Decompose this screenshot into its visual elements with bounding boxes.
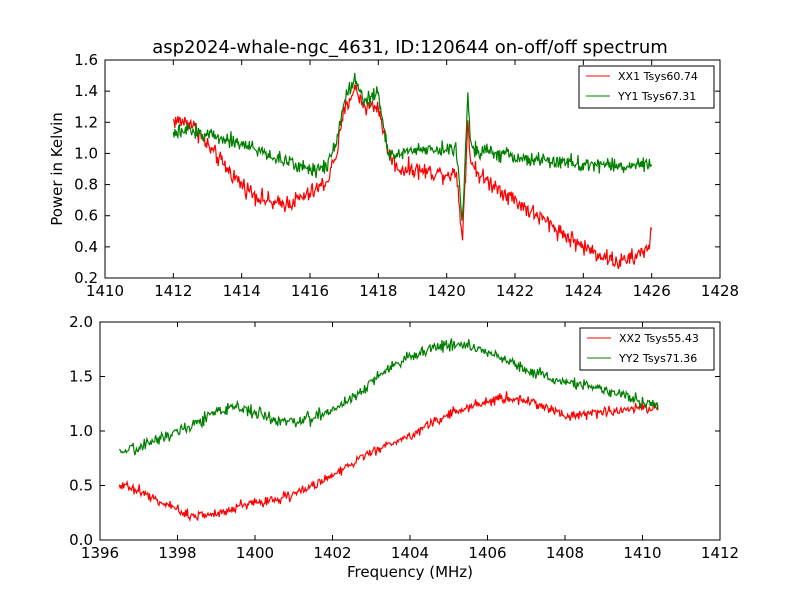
x-tick-label: 1426 [633,282,671,300]
x-tick-label: 1420 [428,282,466,300]
top-plot-data [172,72,653,270]
x-axis-label: Frequency (MHz) [347,563,473,581]
top-y-axis-label: Power in Kelvin [48,112,66,226]
y-tick-label: 0.6 [74,207,98,225]
x-tick-label: 1400 [236,544,274,562]
x-tick-label: 1410 [86,282,124,300]
x-tick-label: 1398 [158,544,196,562]
x-tick-label: 1416 [291,282,329,300]
y-tick-label: 0.0 [69,531,93,549]
x-tick-label: 1406 [468,544,506,562]
y-tick-label: 1.6 [74,51,98,69]
x-tick-label: 1418 [359,282,397,300]
top-subplot: 1410 1412 1414 1416 1418 1420 1422 1424 1426 1428… [48,51,739,300]
y-tick-label: 1.0 [74,144,98,162]
top-legend: XX1 Tsys60.74 YY1 Tsys67.31 [578,65,715,109]
x-tick-label: 1408 [546,544,584,562]
y-tick-label: 0.4 [74,238,98,256]
bottom-legend-box [579,327,715,371]
chart-title: asp2024-whale-ngc_4631, ID:120644 on-off… [152,37,668,58]
top-legend-box [578,65,715,109]
x-tick-label: 1410 [623,544,661,562]
x-tick-label: 1404 [391,544,429,562]
legend-label-yy1: YY1 Tsys67.31 [617,90,696,103]
y-tick-label: 1.2 [74,113,98,131]
x-tick-label: 1412 [701,544,739,562]
x-tick-label: 1414 [223,282,261,300]
x-tick-label: 1428 [701,282,739,300]
legend-label-xx1: XX1 Tsys60.74 [618,70,698,83]
legend-label-xx2: XX2 Tsys55.43 [619,332,699,345]
bottom-legend: XX2 Tsys55.43 YY2 Tsys71.36 [579,327,715,371]
bottom-plot-data [118,338,659,523]
y-tick-label: 0.8 [74,176,98,194]
y-tick-label: 1.4 [74,82,98,100]
x-tick-label: 1402 [313,544,351,562]
top-axis-ticks: 1410 1412 1414 1416 1418 1420 1422 1424 1426 1428… [74,51,739,300]
y-tick-label: 1.0 [69,422,93,440]
y-tick-label: 2.0 [69,313,93,331]
x-tick-label: 1424 [564,282,602,300]
bottom-subplot: 1396 1398 1400 1402 1404 1406 1408 1410 1412 0.0 0… [69,313,739,581]
y-tick-label: 1.5 [69,368,93,386]
series-line-yy1 [172,72,653,221]
y-tick-label: 0.2 [74,269,98,287]
series-line-xx2 [118,391,659,523]
bottom-axis-ticks: 1396 1398 1400 1402 1404 1406 1408 1410 1412 0.0 0… [69,313,739,562]
y-tick-label: 0.5 [69,477,93,495]
top-plot-frame [104,59,721,279]
legend-label-yy2: YY2 Tsys71.36 [618,352,697,365]
x-tick-label: 1422 [496,282,534,300]
series-line-yy2 [118,338,659,456]
x-tick-label: 1412 [154,282,192,300]
x-tick-label: 1396 [81,544,119,562]
series-line-xx1 [172,84,653,270]
